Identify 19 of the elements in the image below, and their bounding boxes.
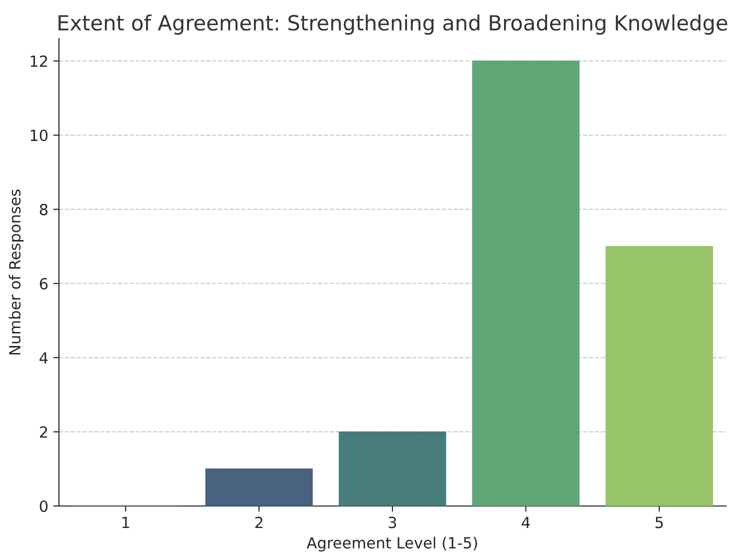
x-tick-label: 1 <box>122 516 130 528</box>
x-tick-label: 2 <box>255 516 262 528</box>
y-tick-label: 10 <box>30 130 48 142</box>
bar <box>205 468 313 506</box>
bar <box>606 246 713 506</box>
y-tick-label: 0 <box>40 500 48 512</box>
y-axis-title: Number of Responses <box>8 190 24 354</box>
bar <box>338 431 446 506</box>
x-tick-label: 3 <box>388 516 396 528</box>
bar <box>472 60 580 506</box>
x-tick-label: 4 <box>522 516 530 528</box>
y-tick-label: 6 <box>40 278 48 290</box>
y-tick-label: 8 <box>40 204 48 216</box>
chart-title: Extent of Agreement: Strengthening and Broadening Knowledge <box>58 14 728 35</box>
x-axis-title: Agreement Level (1-5) <box>306 536 478 552</box>
y-tick-label: 12 <box>30 55 48 67</box>
x-tick-label: 5 <box>656 516 663 528</box>
y-tick-label: 2 <box>40 426 48 438</box>
y-tick-label: 4 <box>40 352 48 364</box>
